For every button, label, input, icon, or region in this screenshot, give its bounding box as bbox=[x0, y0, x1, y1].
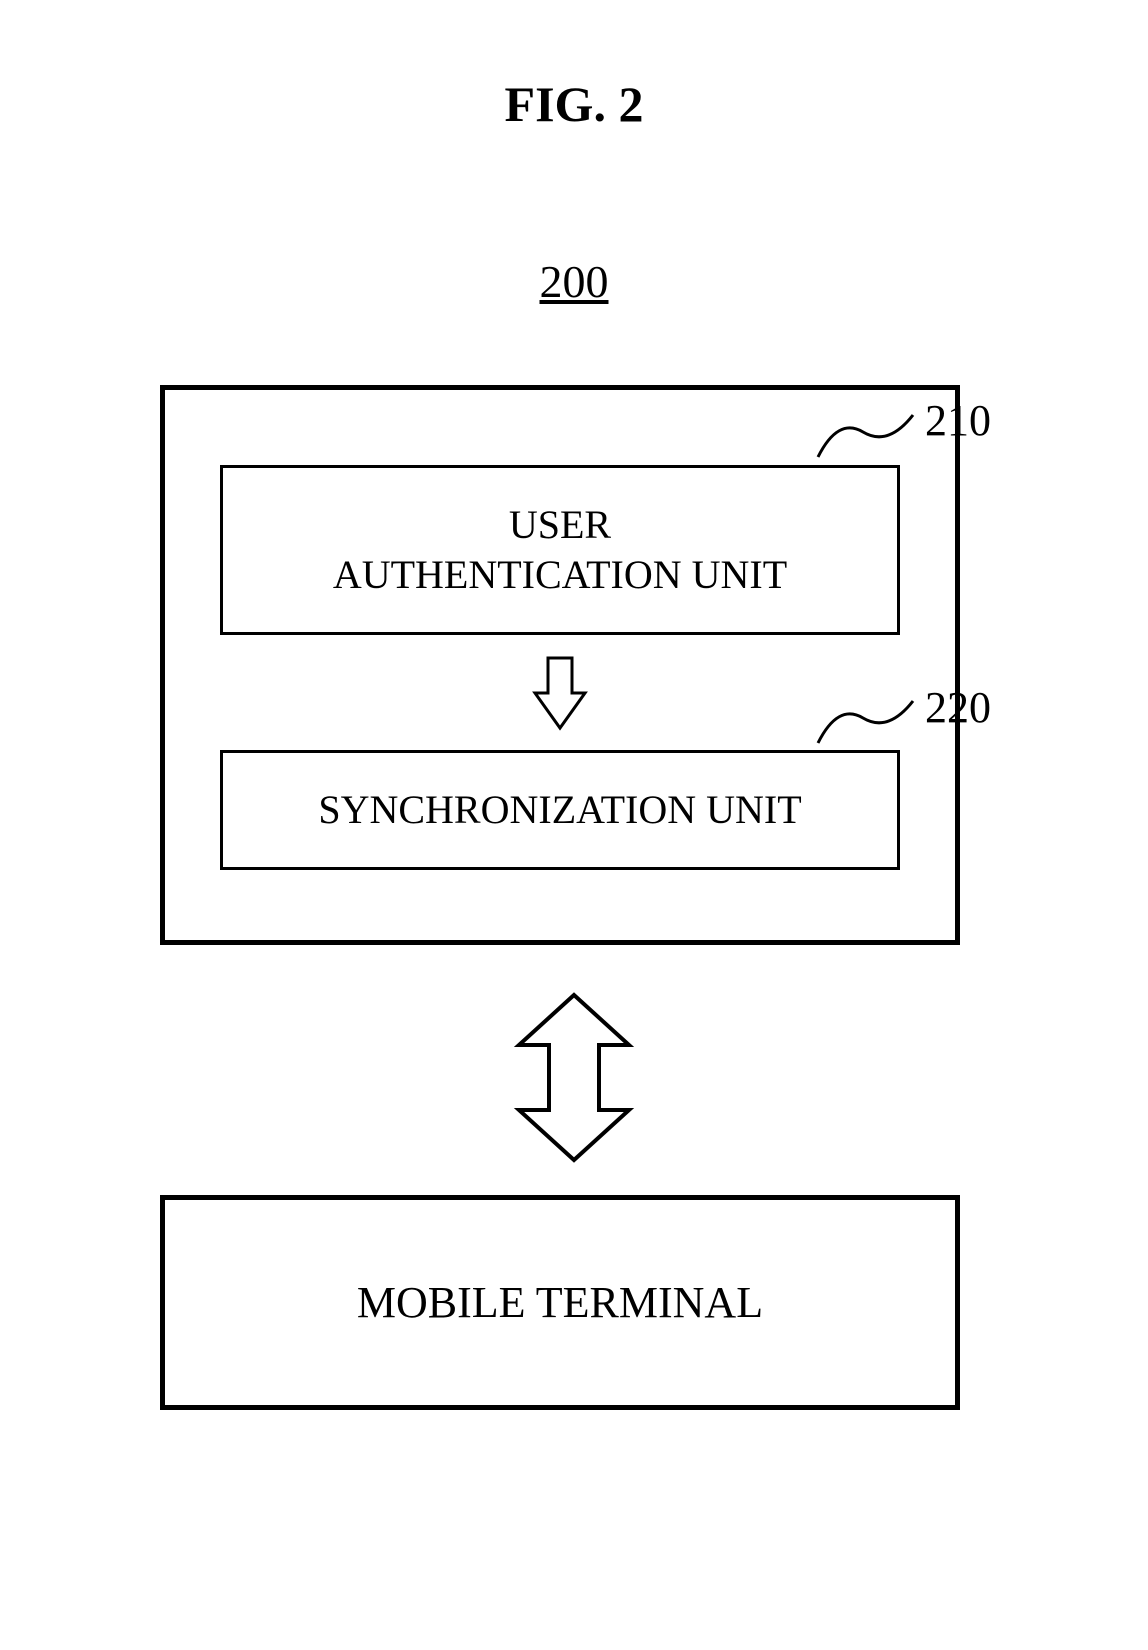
ref-220-label: 220 bbox=[925, 682, 991, 733]
mobile-box-label: MOBILE TERMINAL bbox=[357, 1277, 763, 1328]
ref-210-label: 210 bbox=[925, 395, 991, 446]
figure-main-ref: 200 bbox=[540, 255, 609, 308]
ref-210-leader-curve bbox=[813, 407, 923, 462]
down-arrow-icon bbox=[530, 653, 590, 733]
synchronization-unit-box: SYNCHRONIZATION UNIT bbox=[220, 750, 900, 870]
user-authentication-unit-box: USER AUTHENTICATION UNIT bbox=[220, 465, 900, 635]
ref-220-leader-curve bbox=[813, 693, 923, 748]
auth-box-label: USER AUTHENTICATION UNIT bbox=[333, 500, 787, 600]
figure-title: FIG. 2 bbox=[505, 75, 644, 133]
sync-box-label: SYNCHRONIZATION UNIT bbox=[318, 785, 801, 835]
main-container-box: 210 USER AUTHENTICATION UNIT 220 SYNCHRO… bbox=[160, 385, 960, 945]
double-arrow-icon bbox=[484, 990, 664, 1165]
mobile-terminal-box: MOBILE TERMINAL bbox=[160, 1195, 960, 1410]
